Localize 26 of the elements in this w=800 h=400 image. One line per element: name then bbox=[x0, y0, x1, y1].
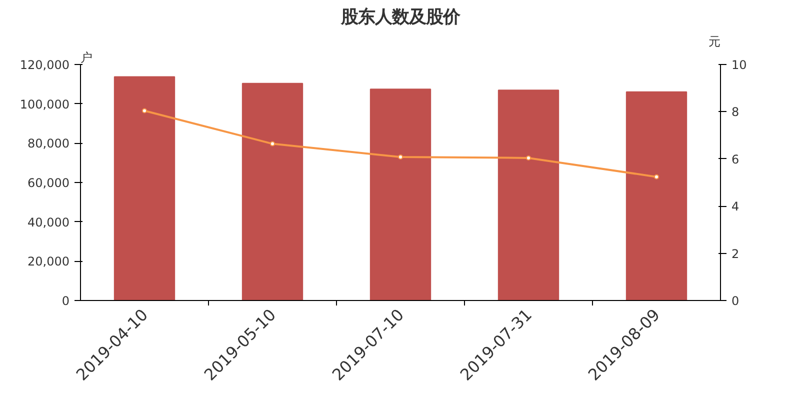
y-axis-title: 户 bbox=[80, 50, 92, 64]
y2-tick-label: 2 bbox=[732, 246, 740, 261]
bar bbox=[626, 91, 688, 300]
point bbox=[526, 155, 531, 160]
y2-tick-label: 10 bbox=[732, 58, 747, 72]
y2-tick-label: 8 bbox=[732, 105, 740, 120]
y-tick-label: 80,000 bbox=[28, 136, 70, 151]
chart-title: 股东人数及股价 bbox=[340, 8, 461, 28]
y-tick-label: 120,000 bbox=[20, 58, 70, 72]
y-tick-label: 100,000 bbox=[20, 97, 70, 112]
bar bbox=[114, 76, 176, 300]
y-tick-label: 60,000 bbox=[28, 176, 70, 190]
y2-tick-label: 0 bbox=[732, 294, 740, 308]
bar bbox=[242, 82, 304, 300]
point bbox=[398, 154, 403, 160]
bar bbox=[370, 88, 432, 300]
y-tick-label: 20,000 bbox=[28, 254, 70, 269]
y-tick-label: 0 bbox=[62, 294, 70, 308]
point bbox=[654, 174, 659, 180]
y2-axis-title: 元 bbox=[708, 34, 720, 48]
bar bbox=[498, 90, 560, 300]
point bbox=[142, 108, 147, 114]
y-tick-label: 40,000 bbox=[28, 215, 70, 230]
point bbox=[270, 141, 275, 146]
y2-tick-label: 4 bbox=[732, 200, 740, 214]
y2-tick-label: 6 bbox=[732, 152, 740, 166]
